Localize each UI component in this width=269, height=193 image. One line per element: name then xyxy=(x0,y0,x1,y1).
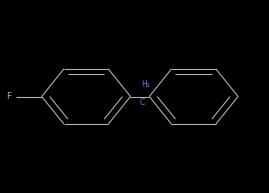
Text: C: C xyxy=(140,98,145,108)
Text: H₂: H₂ xyxy=(141,80,150,89)
Text: F: F xyxy=(6,92,11,101)
